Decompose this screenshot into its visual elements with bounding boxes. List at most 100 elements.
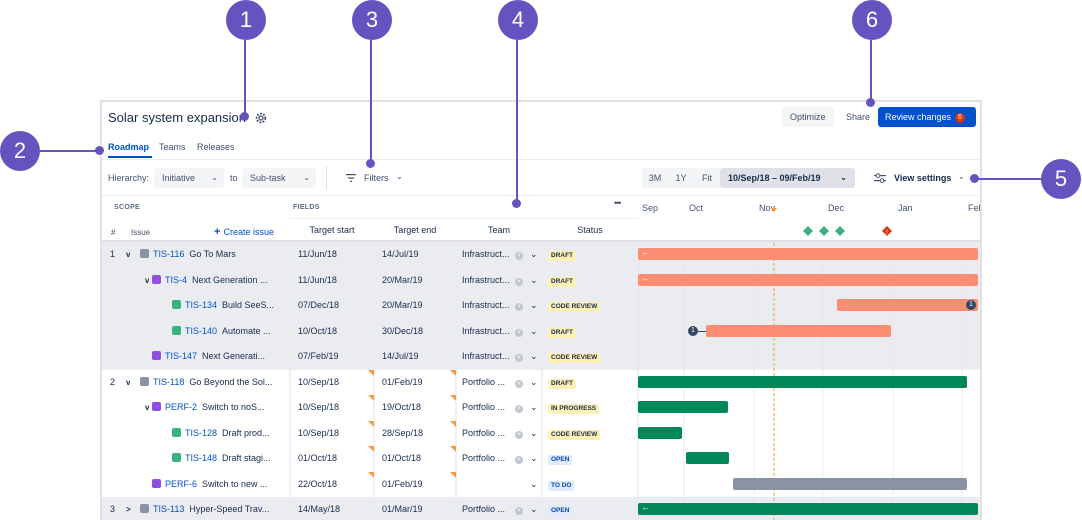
clear-icon[interactable]: × xyxy=(515,421,523,446)
chevron-down-icon[interactable]: ⌄ xyxy=(530,376,538,387)
status-cell[interactable]: CODE REVIEW xyxy=(548,293,601,318)
clear-icon[interactable]: × xyxy=(515,395,523,420)
status-cell[interactable]: DRAFT xyxy=(548,319,577,344)
expand-toggle-icon[interactable]: v xyxy=(126,377,131,387)
tab-roadmap[interactable]: Roadmap xyxy=(108,142,150,152)
status-cell[interactable]: DRAFT xyxy=(548,242,577,267)
status-cell[interactable]: TO DO xyxy=(548,472,575,497)
expand-toggle-icon[interactable]: v xyxy=(145,275,150,285)
clear-icon[interactable]: × xyxy=(515,293,523,318)
target-start-cell[interactable]: 01/Oct/18 xyxy=(298,453,338,463)
target-start-cell[interactable]: 10/Sep/18 xyxy=(298,402,340,412)
clear-icon[interactable]: × xyxy=(515,242,523,267)
target-start-cell[interactable]: 10/Oct/18 xyxy=(298,325,338,336)
tab-teams[interactable]: Teams xyxy=(159,142,186,152)
hierarchy-from-select[interactable]: Initiative ⌄ xyxy=(154,168,224,188)
zoom-3m[interactable]: 3M xyxy=(642,168,668,188)
more-icon[interactable]: ••• xyxy=(614,198,622,208)
team-cell[interactable]: Infrastruct... xyxy=(462,300,510,310)
chevron-down-icon[interactable]: ⌄ xyxy=(530,325,538,336)
optimize-button[interactable]: Optimize xyxy=(782,107,834,127)
target-start-cell[interactable]: 07/Feb/19 xyxy=(298,351,339,361)
table-row[interactable]: TIS-134 Build SeeS... 07/Dec/18 20/Mar/19 I… xyxy=(102,293,638,319)
target-start-cell[interactable]: 11/Jun/18 xyxy=(298,274,337,285)
zoom-1y[interactable]: 1Y xyxy=(668,168,694,188)
team-cell[interactable]: Infrastruct... xyxy=(462,325,510,336)
chevron-down-icon[interactable]: ⌄ xyxy=(530,453,538,463)
table-row[interactable]: v PERF-2 Switch to noS... 10/Sep/18 19/Oct/… xyxy=(102,395,638,421)
table-row[interactable]: TIS-128 Draft prod... 10/Sep/18 28/Sep/18 P… xyxy=(102,421,638,447)
gear-icon[interactable] xyxy=(254,111,268,125)
status-cell[interactable]: DRAFT xyxy=(548,268,577,293)
hierarchy-to-select[interactable]: Sub-task ⌄ xyxy=(242,168,316,188)
clear-icon[interactable]: × xyxy=(515,319,523,344)
issue-cell[interactable]: TIS-4 Next Generation ... xyxy=(152,268,288,293)
issue-cell[interactable]: TIS-148 Draft stagi... xyxy=(172,446,288,471)
chevron-down-icon[interactable]: ⌄ xyxy=(530,504,538,514)
status-cell[interactable]: OPEN xyxy=(548,497,573,520)
timeline-bar[interactable] xyxy=(733,477,967,490)
clear-icon[interactable]: × xyxy=(515,497,523,520)
timeline-bar[interactable] xyxy=(638,401,729,413)
zoom-fit[interactable]: Fit xyxy=(694,168,720,188)
status-cell[interactable]: DRAFT xyxy=(548,370,577,395)
expand-toggle-icon[interactable]: v xyxy=(126,250,131,259)
team-cell[interactable]: Portfolio ... xyxy=(462,402,506,412)
target-start-cell[interactable]: 10/Sep/18 xyxy=(298,427,340,438)
tab-releases[interactable]: Releases xyxy=(197,142,235,152)
team-cell[interactable]: Portfolio ... xyxy=(462,453,506,463)
target-end-cell[interactable]: 30/Dec/18 xyxy=(382,325,424,336)
issue-key[interactable]: TIS-134 xyxy=(185,300,218,310)
timeline-bar[interactable] xyxy=(836,299,978,311)
issue-key[interactable]: PERF-2 xyxy=(165,402,198,412)
team-cell[interactable] xyxy=(462,472,516,497)
issue-key[interactable]: PERF-6 xyxy=(165,478,198,489)
timeline-bar[interactable]: ← xyxy=(638,273,978,286)
chevron-down-icon[interactable]: ⌄ xyxy=(530,402,538,412)
issue-key[interactable]: TIS-118 xyxy=(153,376,185,387)
table-row[interactable]: TIS-140 Automate ... 10/Oct/18 30/Dec/18 In… xyxy=(102,318,638,344)
expand-toggle-icon[interactable]: > xyxy=(126,505,131,514)
issue-cell[interactable]: TIS-113 Hyper-Speed Trav... xyxy=(140,497,288,520)
team-cell[interactable]: Portfolio ... xyxy=(462,427,506,438)
timeline-bar[interactable]: ← xyxy=(638,247,978,260)
target-start-cell[interactable]: 10/Sep/18 xyxy=(298,376,340,387)
chevron-down-icon[interactable]: ⌄ xyxy=(530,249,538,259)
timeline-bar[interactable] xyxy=(638,375,967,388)
table-row[interactable]: TIS-148 Draft stagi... 01/Oct/18 01/Oct/18… xyxy=(102,446,638,472)
issue-key[interactable]: TIS-140 xyxy=(185,325,218,336)
team-cell[interactable]: Infrastruct... xyxy=(462,274,510,285)
issue-cell[interactable]: TIS-118 Go Beyond the Sol... xyxy=(140,370,288,395)
clear-icon[interactable]: × xyxy=(515,344,523,369)
status-cell[interactable]: CODE REVIEW xyxy=(548,421,601,446)
chevron-down-icon[interactable]: ⌄ xyxy=(530,427,538,438)
target-start-cell[interactable]: 11/Jun/18 xyxy=(298,249,337,259)
dependency-badge[interactable]: 1 xyxy=(688,325,698,336)
target-end-cell[interactable]: 14/Jul/19 xyxy=(382,249,419,259)
status-cell[interactable]: CODE REVIEW xyxy=(548,344,601,369)
target-end-cell[interactable]: 01/Oct/18 xyxy=(382,453,422,463)
target-end-cell[interactable]: 01/Mar/19 xyxy=(382,504,423,514)
issue-cell[interactable]: PERF-2 Switch to noS... xyxy=(152,395,288,420)
chevron-down-icon[interactable]: ⌄ xyxy=(530,300,538,310)
target-start-cell[interactable]: 07/Dec/18 xyxy=(298,300,340,310)
issue-cell[interactable]: TIS-116 Go To Mars xyxy=(140,242,288,267)
team-cell[interactable]: Portfolio ... xyxy=(462,504,506,514)
clear-icon[interactable]: × xyxy=(515,370,523,395)
table-row[interactable]: 1 v TIS-116 Go To Mars 11/Jun/18 14/Jul/19 In… xyxy=(102,242,638,268)
issue-key[interactable]: TIS-4 xyxy=(165,274,188,285)
table-row[interactable]: v TIS-4 Next Generation ... 11/Jun/18 20/Ma… xyxy=(102,267,638,293)
target-end-cell[interactable]: 19/Oct/18 xyxy=(382,402,422,412)
target-start-cell[interactable]: 22/Oct/18 xyxy=(298,478,338,489)
dependency-badge[interactable]: 1 xyxy=(966,300,976,310)
create-issue-button[interactable]: + Create issue xyxy=(214,226,274,238)
team-cell[interactable]: Infrastruct... xyxy=(462,249,510,259)
issue-cell[interactable]: TIS-147 Next Generati... xyxy=(152,344,288,369)
team-cell[interactable]: Portfolio ... xyxy=(462,376,506,387)
clear-icon[interactable]: × xyxy=(515,268,523,293)
chevron-down-icon[interactable]: ⌄ xyxy=(530,478,538,489)
issue-cell[interactable]: TIS-140 Automate ... xyxy=(172,319,288,344)
issue-cell[interactable]: PERF-6 Switch to new ... xyxy=(152,472,288,497)
issue-key[interactable]: TIS-116 xyxy=(153,249,185,259)
table-row[interactable]: 2 v TIS-118 Go Beyond the Sol... 10/Sep/18 0… xyxy=(102,370,638,396)
